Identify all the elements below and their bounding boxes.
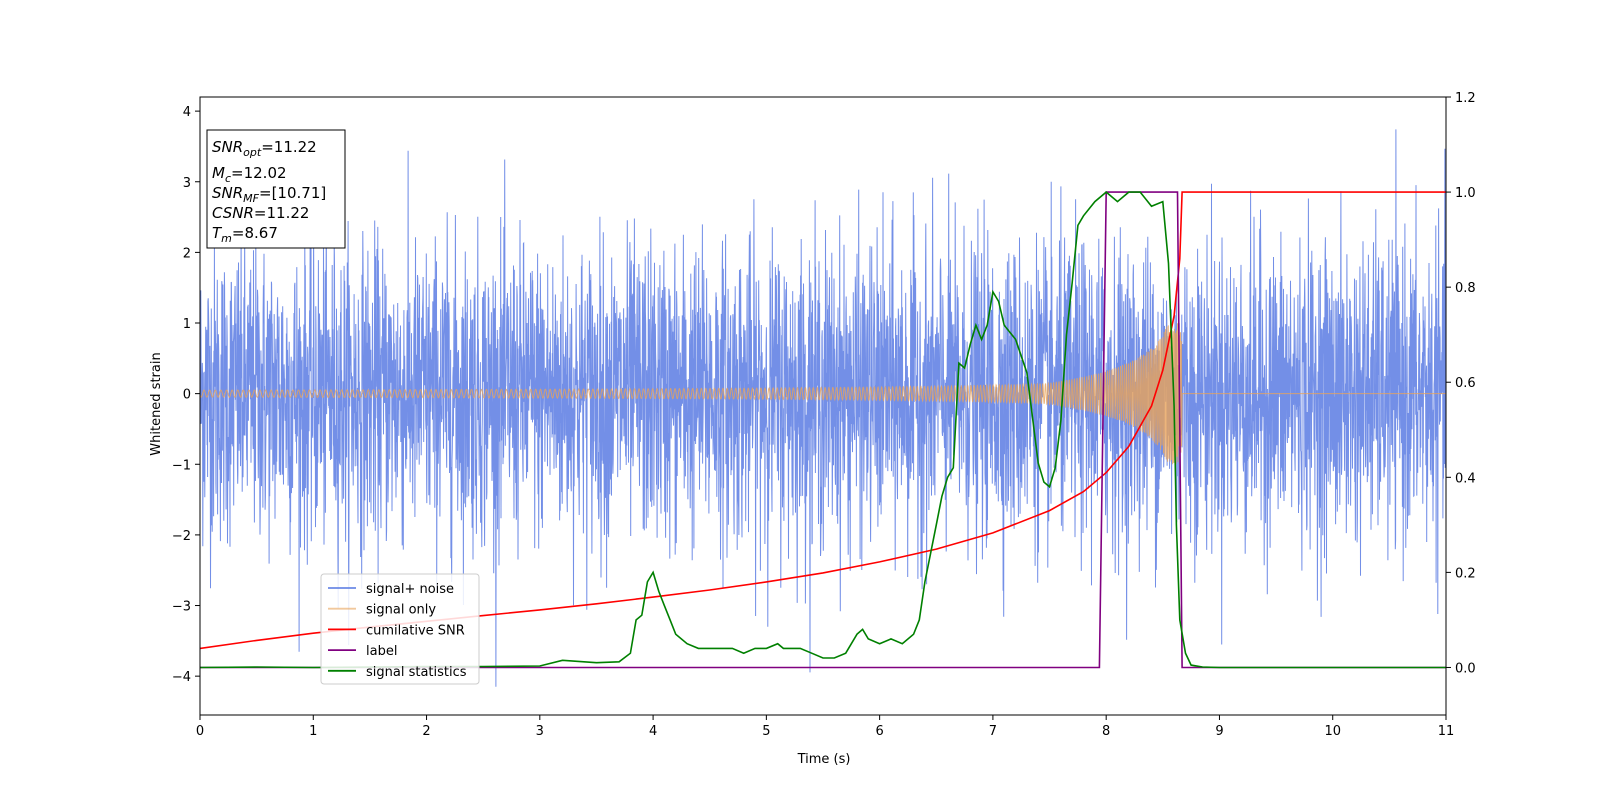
x-tick-label: 7 — [989, 724, 997, 739]
legend-label: label — [366, 644, 397, 659]
annotation-value: =11.22 — [261, 138, 317, 156]
annotation-symbol: SNR — [212, 184, 243, 202]
y-tick-label: 0 — [183, 388, 191, 403]
legend-label: cumilative SNR — [366, 623, 465, 638]
annotation-value: =11.22 — [254, 204, 310, 222]
annotation-symbol: T — [212, 224, 223, 242]
y-tick-label: 4 — [183, 105, 191, 120]
y-tick-label: −3 — [172, 600, 191, 615]
annotation-subscript: m — [221, 232, 232, 245]
x-tick-label: 5 — [762, 724, 770, 739]
x-tick-label: 4 — [649, 724, 657, 739]
y2-tick-label: 0.0 — [1455, 661, 1476, 676]
annotation-subscript: opt — [243, 146, 262, 159]
series-signal-noise-line — [200, 129, 1446, 687]
legend-label: signal+ noise — [366, 582, 454, 597]
annotation-snr-mf: SNRMF=[10.71] — [212, 184, 326, 205]
series-signal-only-line — [200, 322, 1446, 465]
y2-tick-label: 0.6 — [1455, 376, 1476, 391]
legend-frame — [320, 573, 480, 685]
y-tick-label: 3 — [183, 176, 191, 191]
annotation-mc: Mc=12.02 — [212, 164, 287, 185]
y-tick-label: 2 — [183, 246, 191, 261]
x-tick-label: 10 — [1324, 724, 1341, 739]
y-tick-label: −1 — [172, 458, 191, 473]
y-tick-label: 1 — [183, 317, 191, 332]
series-signal-statistics-line — [200, 191, 1446, 669]
annotation-value: =12.02 — [231, 164, 287, 182]
annotation-value: =8.67 — [232, 224, 278, 242]
y2-tick-label: 1.0 — [1455, 186, 1476, 201]
y2-tick-label: 1.2 — [1455, 91, 1476, 106]
legend: signal+ noise signal only cumilative SNR la… — [320, 573, 480, 685]
annotation-frame — [206, 129, 346, 249]
x-tick-label: 1 — [309, 724, 317, 739]
x-tick-label: 2 — [422, 724, 430, 739]
x-tick-label: 9 — [1215, 724, 1223, 739]
y2-tick-label: 0.8 — [1455, 281, 1476, 296]
y2-tick-label: 0.4 — [1455, 471, 1476, 486]
x-tick-label: 8 — [1102, 724, 1110, 739]
y-tick-label: −2 — [172, 529, 191, 544]
annotation-subscript: c — [225, 172, 231, 185]
axes-frame — [199, 96, 1447, 716]
annotation-symbol: M — [212, 164, 225, 182]
y-axis-label: Whitened strain — [149, 352, 164, 455]
legend-label: signal statistics — [366, 665, 467, 680]
axes: 0 1 2 3 4 5 6 7 8 9 10 1143210−1−2−3−41.21.00.80.60… — [172, 91, 1476, 739]
annotation-box: SNRopt=11.22 Mc=12.02 SNRMF=[10.71] CSNR… — [206, 129, 346, 249]
annotation-tm: Tm=8.67 — [212, 224, 278, 245]
annotation-csnr: CSNR=11.22 — [212, 204, 309, 222]
x-tick-label: 3 — [536, 724, 544, 739]
x-tick-label: 11 — [1438, 724, 1455, 739]
annotation-subscript: MF — [243, 192, 259, 205]
x-tick-label: 6 — [875, 724, 883, 739]
x-tick-label: 0 — [196, 724, 204, 739]
annotation-symbol: CSNR — [212, 204, 254, 222]
y2-tick-label: 0.2 — [1455, 566, 1476, 581]
legend-label: signal only — [366, 603, 436, 618]
annotation-value: =[10.71] — [259, 184, 326, 202]
annotation-symbol: SNR — [212, 138, 243, 156]
annotation-snr-opt: SNRopt=11.22 — [212, 138, 317, 159]
x-axis-label: Time (s) — [797, 752, 851, 767]
y-tick-label: −4 — [172, 670, 191, 685]
